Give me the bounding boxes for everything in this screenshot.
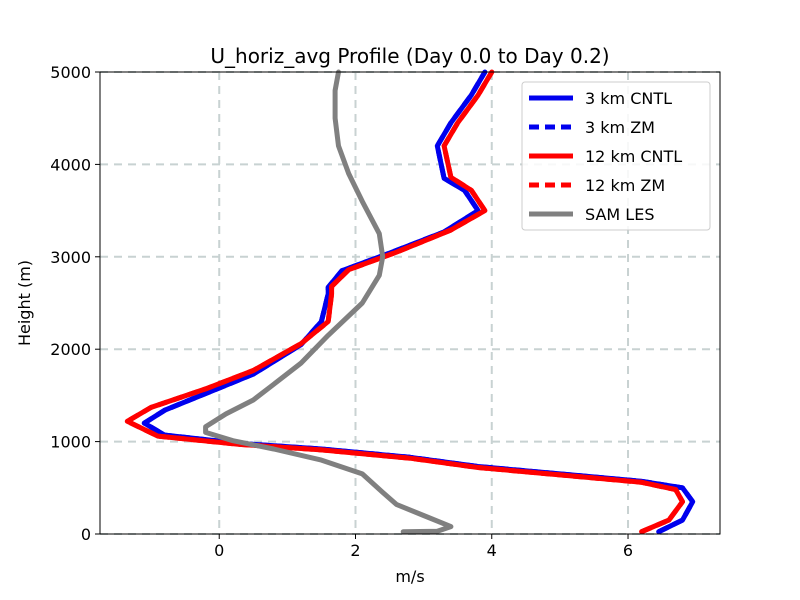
legend-label: 3 km CNTL <box>585 89 672 108</box>
x-axis-label: m/s <box>395 567 424 586</box>
y-tick-label: 4000 <box>50 155 91 174</box>
legend: 3 km CNTL 3 km ZM 12 km CNTL 12 km ZM SAM LE… <box>521 81 711 231</box>
series-lines <box>124 69 696 535</box>
legend-label: 3 km ZM <box>585 118 655 137</box>
y-axis-label: Height (m) <box>15 260 34 346</box>
series-line-sam-les <box>203 69 454 535</box>
y-tick-label: 2000 <box>50 340 91 359</box>
y-tick-label: 1000 <box>50 433 91 452</box>
series-line-12-km-zm <box>124 70 685 535</box>
legend-label: SAM LES <box>585 205 654 224</box>
y-tick-label: 3000 <box>50 248 91 267</box>
legend-box <box>521 81 711 231</box>
x-tick-label: 2 <box>350 541 360 560</box>
y-tick-label: 0 <box>81 525 91 544</box>
y-tick-label: 5000 <box>50 63 91 82</box>
x-tick-label: 0 <box>214 541 224 560</box>
x-tick-label: 6 <box>623 541 633 560</box>
x-tick-label: 4 <box>487 541 497 560</box>
axis-ticks: 0 2 4 6 0 1000 2000 3000 4000 5000 <box>50 63 633 560</box>
plot-frame <box>99 71 721 535</box>
legend-label: 12 km CNTL <box>585 147 682 166</box>
chart-title: U_horiz_avg Profile (Day 0.0 to Day 0.2) <box>210 44 609 68</box>
legend-label: 12 km ZM <box>585 176 665 195</box>
